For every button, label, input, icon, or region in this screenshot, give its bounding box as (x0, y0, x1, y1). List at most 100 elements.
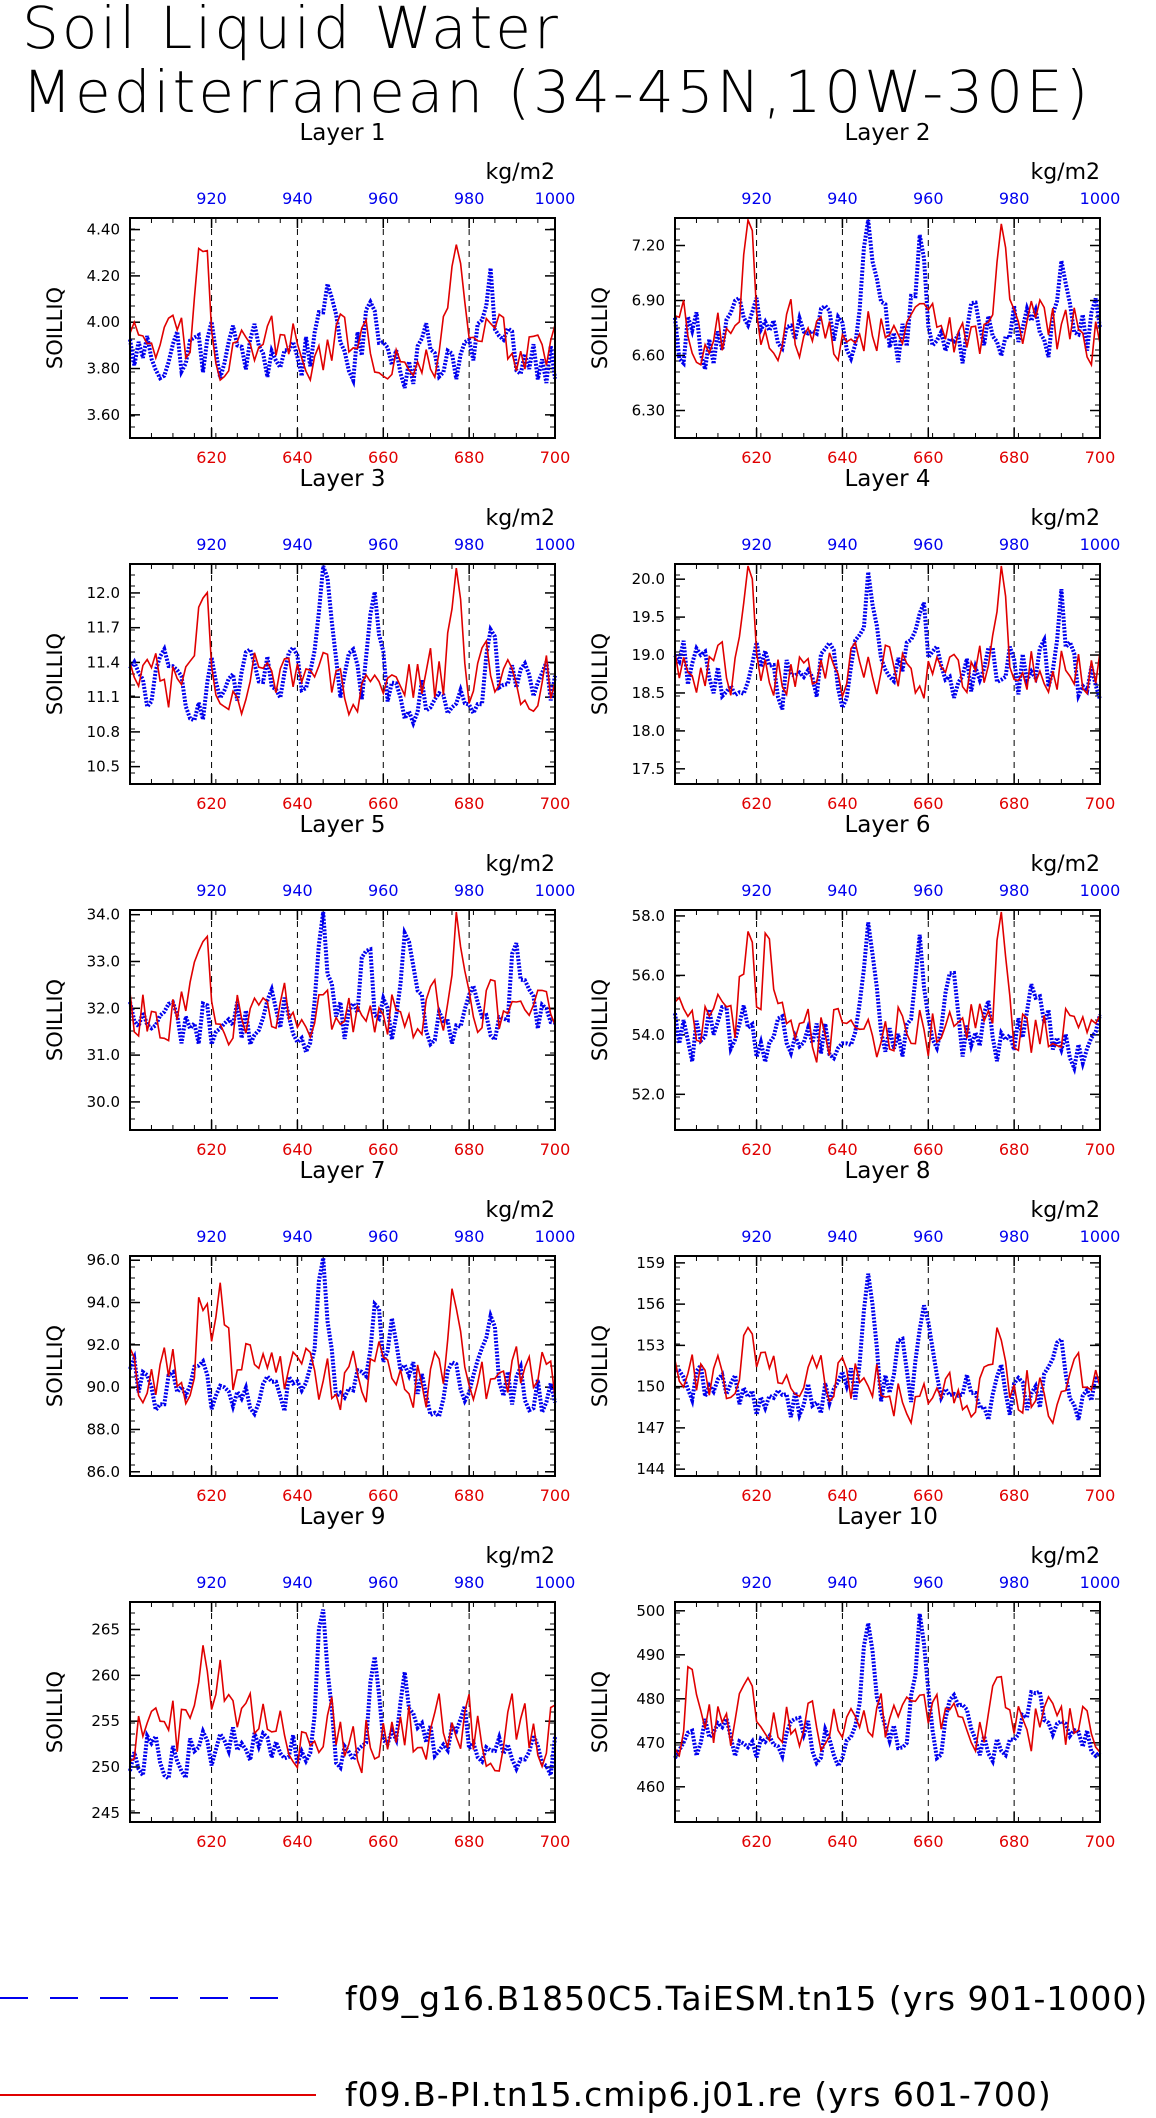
x-top-tick-label: 940 (827, 881, 858, 900)
series-line-red (129, 1282, 556, 1411)
x-top-tick-label: 920 (741, 1227, 772, 1246)
x-bottom-tick-label: 640 (282, 1486, 313, 1505)
y-axis-label: SOILLIQ (588, 633, 612, 715)
series-line-red (129, 1645, 556, 1774)
x-bottom-tick-label: 620 (741, 448, 772, 467)
y-tick-label: 3.80 (87, 360, 120, 378)
series-line-red (674, 1325, 1101, 1426)
x-top-tick-label: 980 (999, 189, 1030, 208)
x-bottom-tick-label: 660 (913, 448, 944, 467)
y-tick-label: 96.0 (87, 1251, 120, 1269)
x-top-tick-label: 920 (196, 189, 227, 208)
y-tick-label: 34.0 (87, 906, 120, 924)
units-label: kg/m2 (1030, 1544, 1100, 1569)
plot-frame (129, 1255, 556, 1477)
x-bottom-tick-label: 640 (827, 1832, 858, 1851)
x-bottom-tick-label: 660 (368, 1140, 399, 1159)
x-bottom-tick-label: 640 (282, 448, 313, 467)
y-tick-label: 153 (636, 1336, 665, 1354)
x-top-tick-label: 1000 (1080, 881, 1121, 900)
x-bottom-tick-label: 680 (999, 448, 1030, 467)
series-line-red (129, 244, 556, 383)
panel-title: Layer 7 (299, 1158, 385, 1184)
x-top-tick-label: 960 (368, 881, 399, 900)
panel-5: Layer 5 kg/m2 SOILLIQ 620 640 660 680 700 920 940… (43, 812, 575, 1159)
x-bottom-tick-label: 620 (196, 1486, 227, 1505)
x-top-tick-label: 1000 (1080, 1573, 1121, 1592)
y-axis-label: SOILLIQ (43, 633, 67, 715)
x-top-tick-label: 980 (454, 1227, 485, 1246)
x-bottom-tick-label: 680 (454, 1486, 485, 1505)
x-top-tick-label: 940 (282, 535, 313, 554)
y-tick-label: 17.5 (632, 760, 665, 778)
x-bottom-tick-label: 680 (454, 1832, 485, 1851)
x-bottom-tick-label: 700 (1085, 794, 1116, 813)
series-line-blue (673, 922, 1102, 1076)
y-tick-label: 159 (636, 1254, 665, 1272)
y-tick-label: 245 (91, 1804, 120, 1822)
units-label: kg/m2 (1030, 506, 1100, 531)
y-tick-label: 6.30 (632, 402, 665, 420)
y-tick-label: 6.60 (632, 347, 665, 365)
x-top-tick-label: 1000 (535, 535, 576, 554)
y-tick-label: 33.0 (87, 952, 120, 970)
series-line-red (129, 911, 556, 1047)
plot-frame (674, 1601, 1101, 1823)
x-top-tick-label: 940 (282, 881, 313, 900)
y-tick-label: 3.60 (87, 406, 120, 424)
series-line-blue (674, 1273, 1102, 1423)
x-top-tick-label: 980 (999, 881, 1030, 900)
units-label: kg/m2 (1030, 1198, 1100, 1223)
y-tick-label: 92.0 (87, 1336, 120, 1354)
series-line-red (674, 1665, 1101, 1758)
panel-grid: Layer 1 kg/m2 SOILLIQ 620 640 660 680 700 920 940… (43, 120, 1120, 1851)
panel-9: Layer 9 kg/m2 SOILLIQ 620 640 660 680 700 920 940… (43, 1504, 575, 1851)
y-tick-label: 10.8 (87, 723, 120, 741)
x-bottom-tick-label: 620 (196, 1832, 227, 1851)
x-bottom-tick-label: 680 (999, 794, 1030, 813)
y-tick-label: 19.0 (632, 646, 665, 664)
plot-frame (674, 217, 1101, 439)
y-tick-label: 480 (636, 1690, 665, 1708)
y-tick-label: 250 (91, 1758, 120, 1776)
x-top-tick-label: 920 (741, 189, 772, 208)
x-bottom-tick-label: 700 (1085, 1832, 1116, 1851)
units-label: kg/m2 (485, 160, 555, 185)
series-line-blue (673, 571, 1102, 714)
y-tick-label: 147 (636, 1419, 665, 1437)
x-bottom-tick-label: 640 (827, 794, 858, 813)
y-tick-label: 144 (636, 1460, 665, 1478)
panel-title: Layer 6 (844, 812, 930, 838)
panel-6: Layer 6 kg/m2 SOILLIQ 620 640 660 680 700 920 940… (588, 812, 1120, 1159)
y-tick-label: 11.4 (87, 653, 120, 671)
y-tick-label: 94.0 (87, 1294, 120, 1312)
x-bottom-tick-label: 640 (827, 448, 858, 467)
panel-7: Layer 7 kg/m2 SOILLIQ 620 640 660 680 700 920 940… (43, 1158, 575, 1505)
x-bottom-tick-label: 640 (282, 1832, 313, 1851)
x-top-tick-label: 960 (913, 1573, 944, 1592)
x-top-tick-label: 980 (454, 881, 485, 900)
y-axis-label: SOILLIQ (588, 1671, 612, 1753)
x-top-tick-label: 940 (827, 1573, 858, 1592)
x-bottom-tick-label: 660 (368, 448, 399, 467)
y-axis-label: SOILLIQ (43, 1671, 67, 1753)
panel-3: Layer 3 kg/m2 SOILLIQ 620 640 660 680 700 920 940… (43, 466, 575, 813)
figure-title-line1: Soil Liquid Water (22, 0, 561, 62)
x-top-tick-label: 1000 (535, 881, 576, 900)
y-tick-label: 490 (636, 1646, 665, 1664)
x-bottom-tick-label: 700 (1085, 448, 1116, 467)
series-line-blue (128, 911, 556, 1058)
x-top-tick-label: 920 (741, 535, 772, 554)
y-tick-label: 260 (91, 1666, 120, 1684)
panel-title: Layer 8 (844, 1158, 930, 1184)
x-top-tick-label: 940 (282, 1227, 313, 1246)
x-bottom-tick-label: 680 (999, 1832, 1030, 1851)
x-top-tick-label: 940 (282, 1573, 313, 1592)
x-bottom-tick-label: 700 (1085, 1140, 1116, 1159)
x-bottom-tick-label: 620 (741, 1140, 772, 1159)
y-axis-label: SOILLIQ (43, 979, 67, 1061)
x-bottom-tick-label: 620 (196, 1140, 227, 1159)
legend-label-blue: f09_g16.B1850C5.TaiESM.tn15 (yrs 901-100… (345, 1979, 1148, 2018)
x-bottom-tick-label: 680 (454, 448, 485, 467)
